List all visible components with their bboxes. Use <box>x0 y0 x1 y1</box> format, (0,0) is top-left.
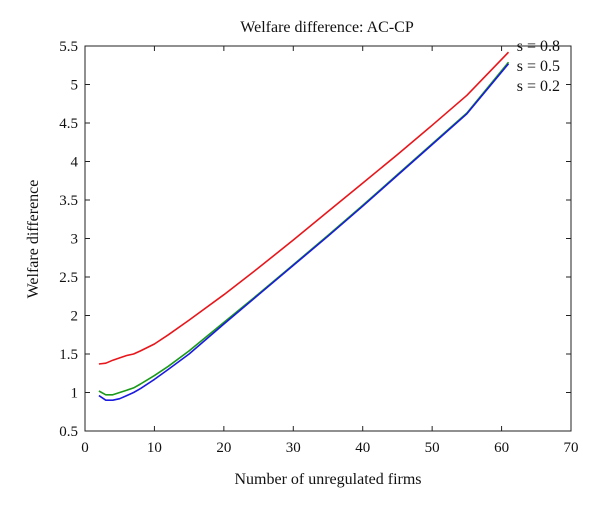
plot-area: 0 10 20 30 40 50 60 70 0.5 1 1.5 2 2.5 3 3.5 4 4.5 5 5.5 s … <box>59 38 578 456</box>
y-tick-label: 3 <box>71 232 79 248</box>
y-tick-label: 2 <box>71 309 79 325</box>
y-axis-label: Welfare difference <box>25 180 42 299</box>
y-tick-label: 3.5 <box>59 193 78 209</box>
y-tick-label: 0.5 <box>59 424 78 440</box>
y-tick-label: 1.5 <box>59 347 78 363</box>
chart-title: Welfare difference: AC-CP <box>240 19 414 36</box>
legend-entry-1: s = 0.5 <box>517 58 560 75</box>
x-tick-label: 50 <box>425 440 440 456</box>
legend-entry-2: s = 0.2 <box>517 78 560 95</box>
y-tick-label: 4.5 <box>59 116 78 132</box>
x-tick-label: 20 <box>216 440 231 456</box>
y-tick-label: 5.5 <box>59 39 78 55</box>
x-tick-label: 60 <box>494 440 509 456</box>
y-tick-label: 2.5 <box>59 270 78 286</box>
series-line-2 <box>98 63 510 402</box>
y-tick-label: 5 <box>71 78 79 94</box>
y-tick-label: 1 <box>71 386 79 402</box>
x-tick-label: 10 <box>147 440 162 456</box>
series-line-0 <box>98 51 510 365</box>
x-tick-label: 30 <box>286 440 301 456</box>
x-tick-label: 40 <box>355 440 370 456</box>
x-axis-label: Number of unregulated firms <box>234 471 421 488</box>
y-tick-label: 4 <box>71 155 79 171</box>
x-tick-label: 70 <box>564 440 579 456</box>
x-tick-label: 0 <box>81 440 89 456</box>
legend-entry-0: s = 0.8 <box>517 38 560 55</box>
